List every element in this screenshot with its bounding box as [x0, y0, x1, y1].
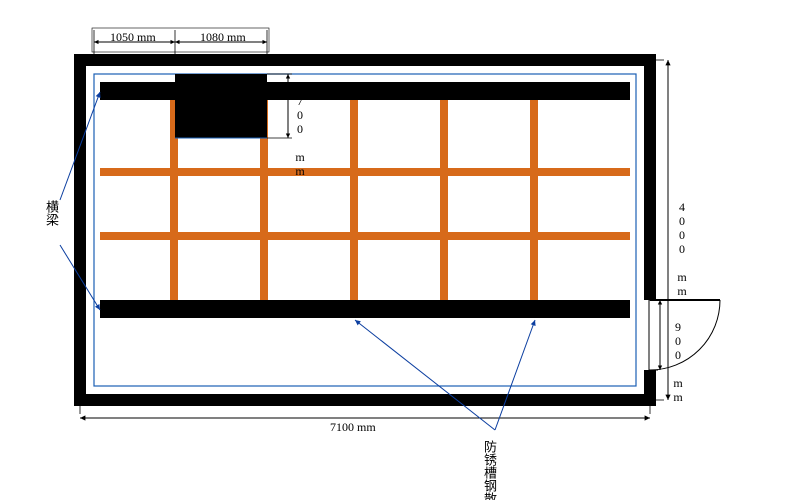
dim-7100-label: 7100 mm [330, 420, 376, 435]
dim-900-label: 900 mm [670, 320, 685, 404]
beam-1 [100, 300, 630, 318]
h-joist-1 [100, 232, 630, 240]
leader-joist [495, 320, 535, 430]
v-joist-4 [530, 100, 538, 300]
beam-label: 横梁 [42, 200, 61, 226]
h-joist-0 [100, 168, 630, 176]
v-joist-2 [350, 100, 358, 300]
diagram-stage: 7100 mm 4000 mm 900 mm 1050 mm 1080 mm 7… [0, 0, 800, 500]
joist-label: 防锈槽钢散力架 [480, 440, 499, 500]
v-joist-3 [440, 100, 448, 300]
dim-1050-label: 1050 mm [110, 30, 156, 45]
leader-joist [355, 320, 495, 430]
dim-1080-label: 1080 mm [200, 30, 246, 45]
dim-4000-label: 4000 mm [674, 200, 689, 298]
outer-wall [80, 60, 650, 400]
dim-700-label: 700 mm [292, 94, 307, 178]
door-opening [643, 300, 657, 370]
notch-block [175, 74, 267, 138]
